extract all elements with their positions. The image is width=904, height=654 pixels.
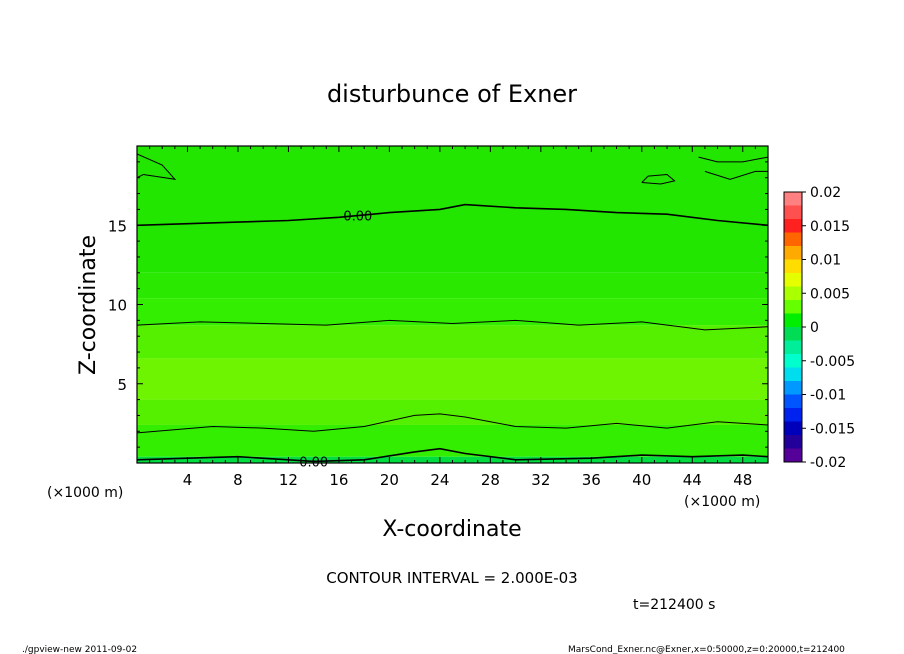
colorbar-segment (784, 273, 802, 287)
time-label: t=212400 s (633, 597, 715, 613)
contour-line-7 (698, 156, 768, 163)
colorbar-segment (784, 300, 802, 314)
colorbar-segment (784, 394, 802, 409)
y-axis-label: Z-coordinate (76, 235, 101, 375)
colorbar-segment (784, 448, 802, 463)
field-band-0 (137, 456, 768, 463)
contour-line-5 (641, 173, 676, 185)
field-band-6 (137, 272, 768, 299)
colorbar-segment (784, 381, 802, 395)
colorbar-tick-label: 0 (810, 320, 819, 336)
contour-interval-text: CONTOUR INTERVAL = 2.000E-03 (326, 569, 577, 587)
footer-right: MarsCond_Exner.nc@Exner,x=0:50000,z=0:20… (568, 645, 845, 654)
colorbar-segment (784, 219, 802, 233)
x-tick-label: 28 (481, 471, 500, 489)
colorbar-tick-label: 0.015 (810, 219, 850, 235)
y-tick-label: 5 (117, 376, 127, 394)
field-band-4 (137, 325, 768, 359)
x-axis-unit-left: (×1000 m) (47, 485, 123, 501)
y-axis-ticks: 5 10 15 (108, 161, 768, 448)
colorbar-segment (784, 232, 802, 247)
x-tick-label: 48 (733, 471, 752, 489)
x-tick-label: 36 (582, 471, 601, 489)
x-tick-label: 24 (430, 471, 449, 489)
colorbar-segment (784, 313, 802, 328)
field-band-2 (137, 399, 768, 425)
x-tick-label: 12 (279, 471, 298, 489)
colorbar-segment (784, 421, 802, 436)
contour-line-0 (137, 447, 768, 463)
colorbar-segment (784, 354, 802, 368)
x-tick-label: 32 (531, 471, 550, 489)
colorbar-tick-label: -0.02 (810, 455, 846, 471)
colorbar (784, 192, 802, 463)
chart-title: disturbunce of Exner (327, 80, 577, 108)
colorbar-tick-label: -0.015 (810, 421, 855, 437)
field-band-3 (137, 358, 768, 400)
exner-field (137, 146, 768, 463)
colorbar-tick-label: 0.01 (810, 253, 841, 269)
colorbar-segment (784, 435, 802, 449)
x-tick-label: 20 (380, 471, 399, 489)
y-tick-label: 10 (108, 297, 127, 315)
contour-lines (137, 153, 768, 463)
contour-line-1 (137, 413, 768, 434)
colorbar-segment (784, 367, 802, 382)
colorbar-tick-label: -0.005 (810, 354, 855, 370)
colorbar-segment (784, 205, 802, 220)
x-tick-label: 8 (233, 471, 243, 489)
field-band-5 (137, 298, 768, 326)
colorbar-segment (784, 340, 802, 355)
colorbar-tick-label: 0.005 (810, 286, 850, 302)
colorbar-tick-label: 0.02 (810, 185, 841, 201)
x-axis-ticks: 4 8 12 16 20 24 28 32 36 40 44 48 (149, 146, 756, 489)
contour-label-3: 0.00 (343, 210, 372, 225)
x-axis-label: X-coordinate (382, 517, 521, 542)
y-tick-label: 15 (108, 217, 127, 235)
colorbar-segment (784, 286, 802, 301)
contour-line-6 (704, 170, 768, 180)
x-tick-label: 40 (632, 471, 651, 489)
contour-line-3 (137, 203, 768, 227)
colorbar-segment (784, 192, 802, 206)
colorbar-tick-label: -0.01 (810, 388, 846, 404)
colorbar-segment (784, 327, 802, 341)
contour-line-2 (137, 319, 768, 331)
x-tick-label: 4 (183, 471, 193, 489)
contour-line-4 (137, 153, 177, 181)
x-axis-unit-right: (×1000 m) (684, 494, 760, 510)
field-band-7 (137, 146, 768, 273)
x-tick-label: 44 (683, 471, 702, 489)
colorbar-segment (784, 246, 802, 260)
footer-left: ./gpview-new 2011-09-02 (22, 645, 137, 654)
colorbar-ticks: 0.02 0.015 0.01 0.005 0 -0.005 -0.01 -0.015 -0.0… (802, 185, 855, 471)
colorbar-segment (784, 408, 802, 422)
x-tick-label: 16 (329, 471, 348, 489)
colorbar-segment (784, 259, 802, 274)
